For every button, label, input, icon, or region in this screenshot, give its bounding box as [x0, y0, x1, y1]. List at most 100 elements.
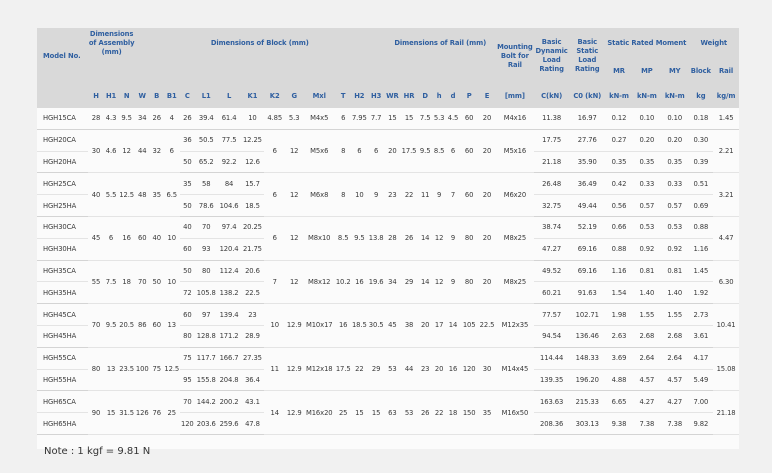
header-assembly: Dimensions of Assembly (mm) [88, 28, 136, 58]
value-cell: 0.27 [605, 129, 633, 152]
value-cell: 20.6 [240, 260, 265, 283]
value-cell: 166.7 [217, 347, 241, 370]
value-cell: 61.4 [217, 108, 241, 130]
value-cell: 44 [135, 129, 150, 174]
value-cell: 75 [149, 347, 164, 392]
value-cell: 6 [163, 129, 180, 174]
value-cell: 1.40 [632, 281, 661, 305]
value-cell: 50.5 [195, 129, 218, 152]
value-cell: 15.08 [713, 347, 739, 392]
value-cell: 63 [384, 390, 401, 435]
value-cell: 13.8 [367, 216, 385, 261]
value-cell: 18 [118, 260, 136, 305]
model-cell: HGH35HA [37, 281, 89, 305]
column-header: H [88, 84, 104, 108]
column-header: B [149, 84, 164, 108]
value-cell: 18.5 [240, 194, 265, 217]
value-cell: 17.5 [335, 347, 351, 392]
value-cell: 80 [460, 260, 479, 305]
value-cell: 0.57 [632, 194, 661, 217]
value-cell: M6x8 [303, 172, 336, 217]
value-cell: 92.2 [217, 151, 241, 174]
value-cell: 104.6 [217, 194, 241, 217]
header-my: MY [660, 58, 689, 84]
value-cell: 26 [417, 390, 433, 435]
value-cell: 50 [149, 260, 164, 305]
table-row: HGH35HA 72 105.8 138.2 22.5 60.21 91.63 1.54 1.4… [37, 281, 739, 305]
value-cell: 60 [179, 303, 196, 326]
value-cell: 60 [149, 303, 164, 348]
value-cell: 4.5 [445, 108, 461, 130]
value-cell: 2.68 [660, 325, 689, 348]
value-cell: 14 [417, 216, 433, 261]
value-cell: 12 [432, 260, 446, 305]
column-header: K1 [240, 84, 265, 108]
value-cell: 0.42 [605, 172, 633, 196]
value-cell: 20 [478, 108, 496, 130]
value-cell: 90 [88, 390, 104, 435]
value-cell: 28 [88, 108, 104, 130]
value-cell: 0.88 [605, 238, 633, 261]
value-cell: 48 [135, 172, 150, 217]
value-cell: 50 [179, 260, 196, 283]
value-cell: 26 [149, 108, 164, 130]
value-cell: 15 [384, 108, 401, 130]
header-mr: MR [605, 58, 633, 84]
value-cell: 26.48 [533, 172, 570, 196]
value-cell: 3.61 [688, 325, 714, 348]
value-cell: 10 [163, 260, 180, 305]
value-cell: 20 [417, 303, 433, 348]
value-cell: 5.49 [688, 369, 714, 392]
value-cell: 117.7 [195, 347, 218, 370]
value-cell: 203.6 [195, 412, 218, 435]
value-cell: 120 [179, 412, 196, 435]
value-cell: 0.10 [632, 108, 661, 130]
value-cell: 102.71 [569, 303, 606, 326]
table-row: HGH65CA 90 15 31.5 126 76 25 70 144.2 200.2 43.1 14… [37, 390, 739, 435]
value-cell: 35 [179, 172, 196, 196]
value-cell: 1.16 [605, 260, 633, 283]
value-cell: 35 [149, 172, 164, 217]
value-cell: 25 [163, 390, 180, 435]
value-cell: 69.16 [569, 260, 606, 283]
value-cell: 22 [400, 172, 418, 217]
column-header: H1 [103, 84, 119, 108]
value-cell: M8x25 [495, 260, 534, 305]
value-cell: 6 [264, 216, 286, 261]
value-cell: M8x10 [303, 216, 336, 261]
value-cell: 200.2 [217, 390, 241, 414]
value-cell: 8.5 [335, 216, 351, 261]
value-cell: 60 [460, 129, 479, 174]
value-cell: 21.18 [533, 151, 570, 174]
value-cell: 12.5 [163, 347, 180, 392]
value-cell: 20 [384, 129, 401, 174]
value-cell: 4.17 [688, 347, 714, 370]
value-cell: 31.5 [118, 390, 136, 435]
value-cell: 32 [149, 129, 164, 174]
value-cell: 2.68 [632, 325, 661, 348]
spec-sheet: Model No. Dimensions of Assembly (mm) Di… [37, 28, 739, 457]
header-block-weight: Block [688, 58, 714, 84]
value-cell: 60 [460, 108, 479, 130]
value-cell: 150 [460, 390, 479, 435]
model-cell: HGH65CA [37, 390, 89, 414]
header-mp: MP [632, 58, 661, 84]
column-header: HR [400, 84, 418, 108]
value-cell: 12.9 [285, 303, 304, 348]
model-cell: HGH55HA [37, 369, 89, 392]
value-cell: 112.4 [217, 260, 241, 283]
value-cell: 204.8 [217, 369, 241, 392]
value-cell: 6 [445, 129, 461, 174]
value-cell: 95 [179, 369, 196, 392]
value-cell: 34 [384, 260, 401, 305]
value-cell: 47.27 [533, 238, 570, 261]
table-row: HGH45HA 80 128.8 171.2 28.9 94.54 136.46 2.63 2.… [37, 325, 739, 348]
value-cell: 17.75 [533, 129, 570, 152]
value-cell: 80 [88, 347, 104, 392]
value-cell: 0.53 [660, 216, 689, 239]
column-header: C0 (kN) [569, 84, 606, 108]
value-cell: 27.76 [569, 129, 606, 152]
value-cell: 1.92 [688, 281, 714, 305]
value-cell: 97.4 [217, 216, 241, 239]
value-cell: 7 [445, 172, 461, 217]
